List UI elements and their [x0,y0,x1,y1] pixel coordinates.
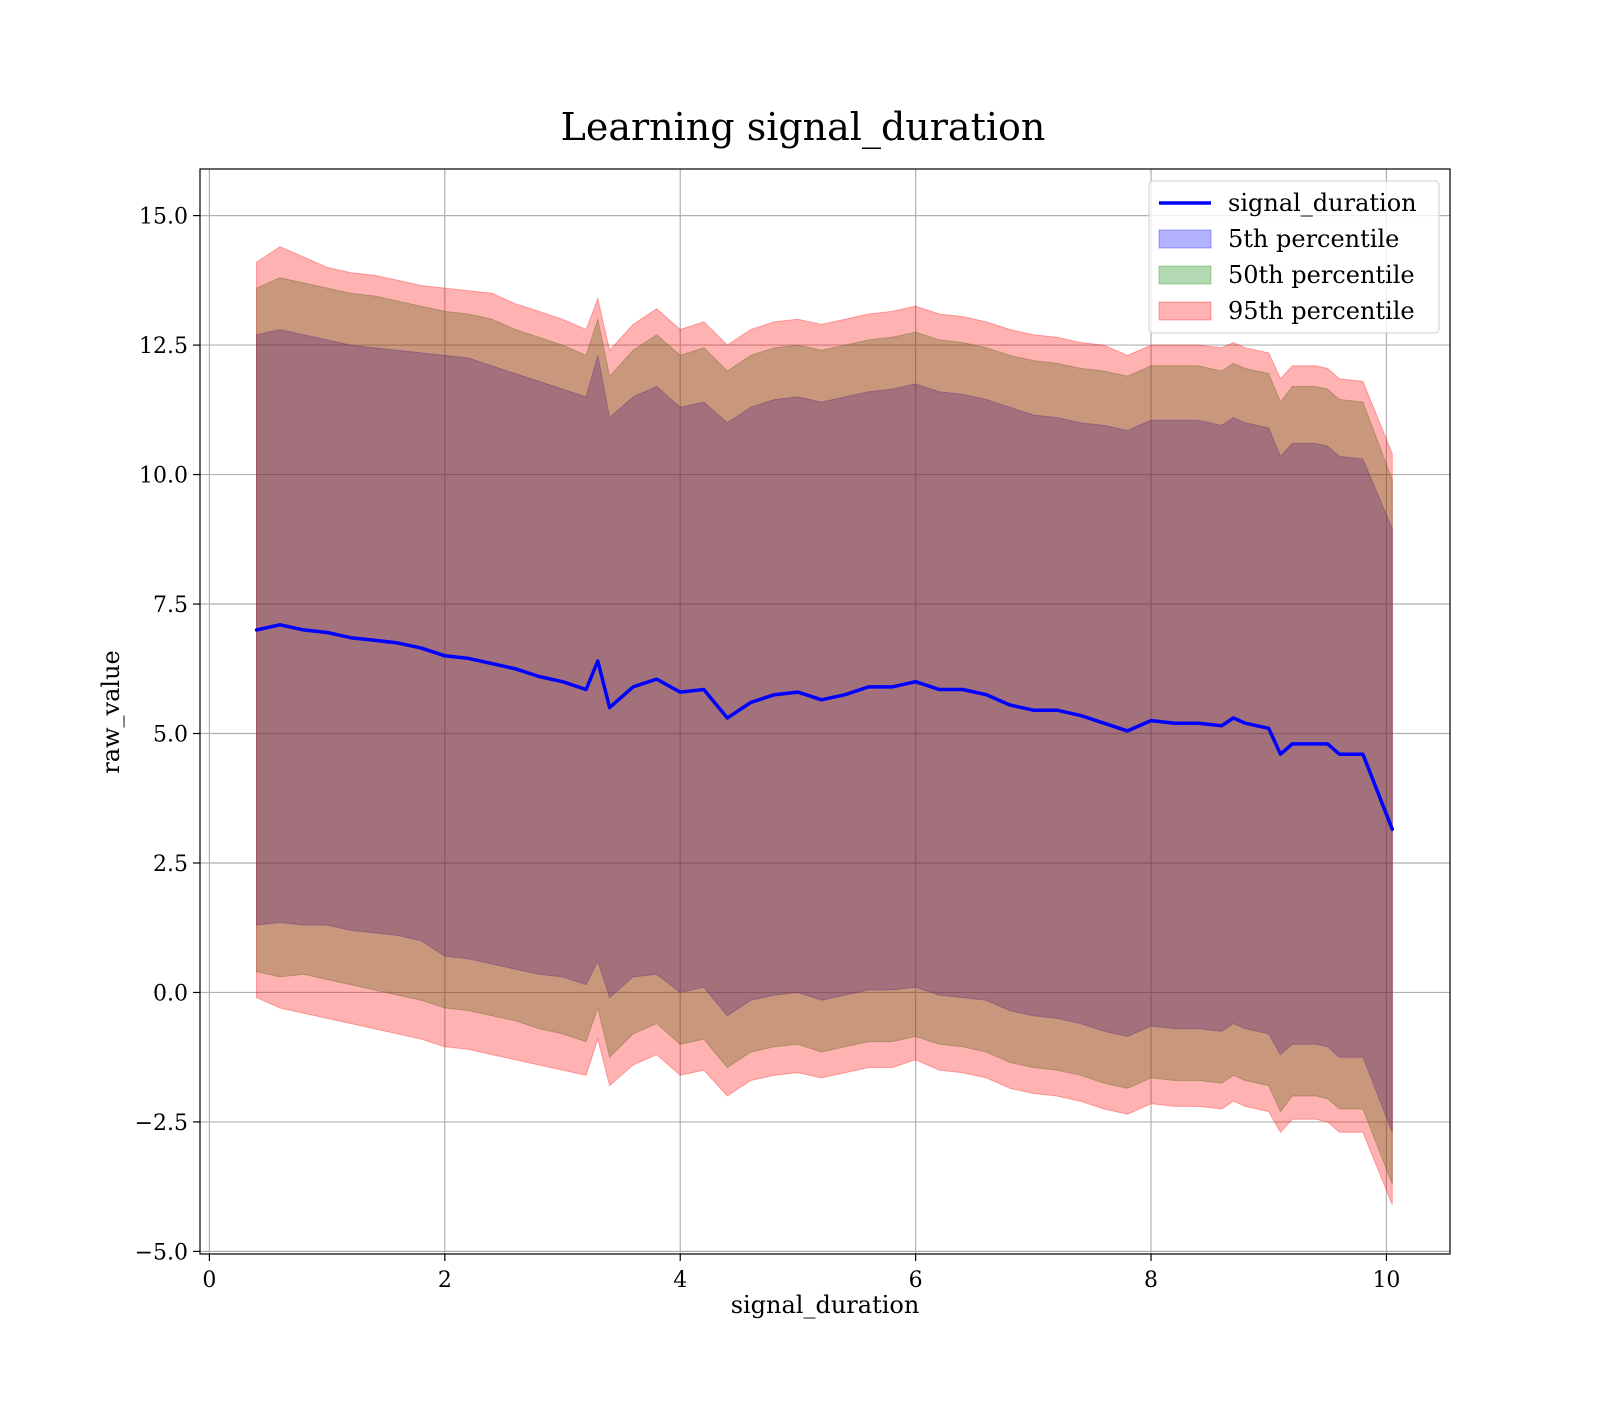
y-tick-label: 5.0 [153,723,188,748]
y-tick-label: 0.0 [153,981,188,1006]
y-tick-label: 12.5 [139,334,188,359]
band-5th-percentile [256,328,1393,1133]
legend: signal_duration 5th percentile 50th percen… [1148,180,1440,334]
y-tick-label: −5.0 [135,1240,188,1265]
x-tick-label: 4 [673,1268,687,1293]
band-layer [256,246,1393,1205]
plot-frame [199,168,1451,1255]
y-tick-label: −2.5 [135,1111,188,1136]
legend-items: signal_duration 5th percentile 50th percen… [1158,189,1417,325]
y-axis-title: raw_value [97,650,125,774]
legend-band-swatch [1158,265,1212,285]
x-axis-title: signal_duration [731,1291,920,1319]
legend-label: 95th percentile [1228,297,1415,325]
legend-box [1148,180,1440,334]
legend-label: 50th percentile [1228,261,1415,289]
legend-label: 5th percentile [1228,225,1399,253]
band-95th-percentile [256,246,1393,1205]
chart-title: Learning signal_duration [561,105,1046,150]
series-line-signal-duration [254,623,1395,832]
y-tick-label: 15.0 [139,205,188,230]
legend-band-swatch [1158,301,1212,321]
x-tick-label: 0 [202,1268,216,1293]
y-tick-label: 7.5 [153,593,188,618]
tick-layer: 0 2 4 6 8 10 −5.0 −2.5 0.0 2.5 5.0 7.5 10.0 12.5 15.0 [135,205,1401,1293]
x-tick-label: 10 [1372,1268,1400,1293]
line-layer [254,623,1395,832]
x-tick-label: 2 [438,1268,452,1293]
x-tick-label: 8 [1144,1268,1158,1293]
grid-layer [200,169,1450,1254]
x-tick-label: 6 [909,1268,923,1293]
y-tick-label: 10.0 [139,464,188,489]
band-50th-percentile [256,277,1393,1185]
y-tick-label: 2.5 [153,852,188,877]
legend-label: signal_duration [1228,189,1417,217]
legend-band-swatch [1158,229,1212,249]
